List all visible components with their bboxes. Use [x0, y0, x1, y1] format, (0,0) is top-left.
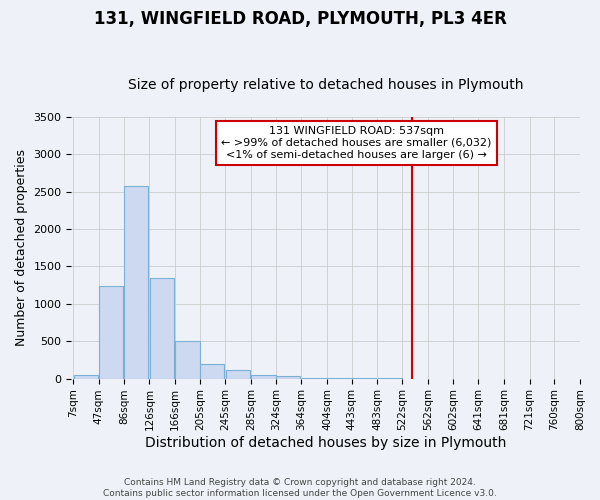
- Title: Size of property relative to detached houses in Plymouth: Size of property relative to detached ho…: [128, 78, 523, 92]
- Text: Contains HM Land Registry data © Crown copyright and database right 2024.
Contai: Contains HM Land Registry data © Crown c…: [103, 478, 497, 498]
- Bar: [124, 186, 148, 378]
- Bar: [226, 370, 250, 378]
- Text: 131, WINGFIELD ROAD, PLYMOUTH, PL3 4ER: 131, WINGFIELD ROAD, PLYMOUTH, PL3 4ER: [94, 10, 506, 28]
- Text: 131 WINGFIELD ROAD: 537sqm
← >99% of detached houses are smaller (6,032)
<1% of : 131 WINGFIELD ROAD: 537sqm ← >99% of det…: [221, 126, 491, 160]
- Bar: [74, 375, 98, 378]
- Bar: [175, 341, 200, 378]
- Y-axis label: Number of detached properties: Number of detached properties: [15, 149, 28, 346]
- Bar: [251, 375, 275, 378]
- Bar: [200, 364, 224, 378]
- X-axis label: Distribution of detached houses by size in Plymouth: Distribution of detached houses by size …: [145, 436, 506, 450]
- Bar: [276, 376, 301, 378]
- Bar: [149, 278, 174, 378]
- Bar: [99, 286, 124, 378]
